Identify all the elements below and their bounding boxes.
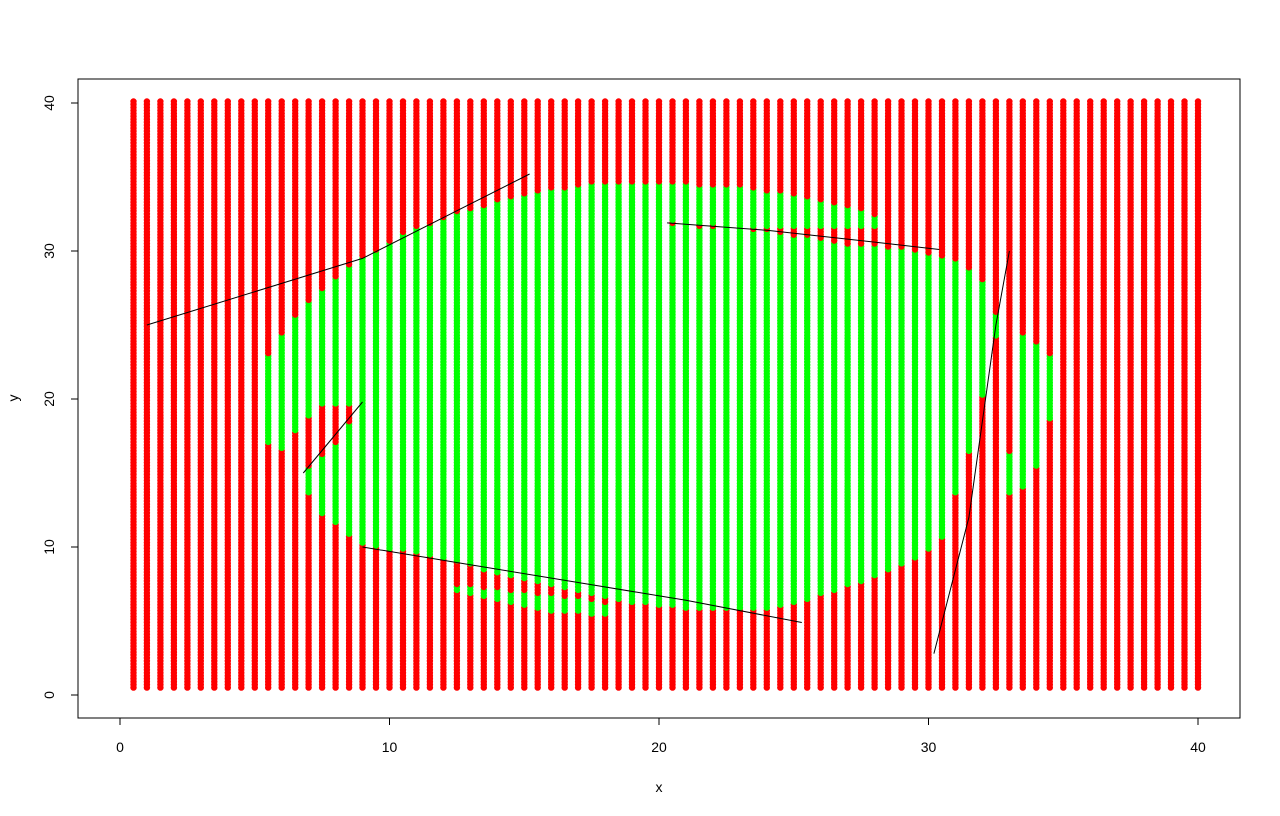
data-point-outside bbox=[238, 98, 245, 105]
data-point-outside bbox=[413, 98, 420, 105]
data-point-outside bbox=[345, 98, 353, 105]
data-point-outside bbox=[359, 98, 366, 105]
data-points bbox=[130, 98, 1202, 691]
data-point-outside bbox=[305, 98, 312, 105]
data-point-outside bbox=[332, 98, 339, 105]
data-point-outside bbox=[399, 98, 407, 105]
data-point-outside bbox=[453, 98, 461, 105]
data-point-outside bbox=[426, 98, 434, 105]
data-point-outside bbox=[197, 98, 204, 105]
data-point-outside bbox=[224, 98, 231, 105]
data-point-outside bbox=[318, 98, 326, 105]
data-point-outside bbox=[372, 98, 380, 105]
data-point-outside bbox=[278, 98, 285, 105]
data-point-outside bbox=[265, 98, 272, 105]
data-point-outside bbox=[386, 98, 393, 105]
data-point-outside bbox=[251, 98, 258, 105]
data-point-outside bbox=[130, 98, 137, 105]
data-point-outside bbox=[157, 98, 164, 105]
data-point-outside bbox=[440, 98, 447, 105]
data-point-outside bbox=[292, 98, 299, 105]
data-point-outside bbox=[211, 98, 218, 105]
data-point-outside bbox=[170, 98, 178, 105]
data-point-outside bbox=[184, 98, 191, 105]
data-point-outside bbox=[143, 98, 151, 105]
